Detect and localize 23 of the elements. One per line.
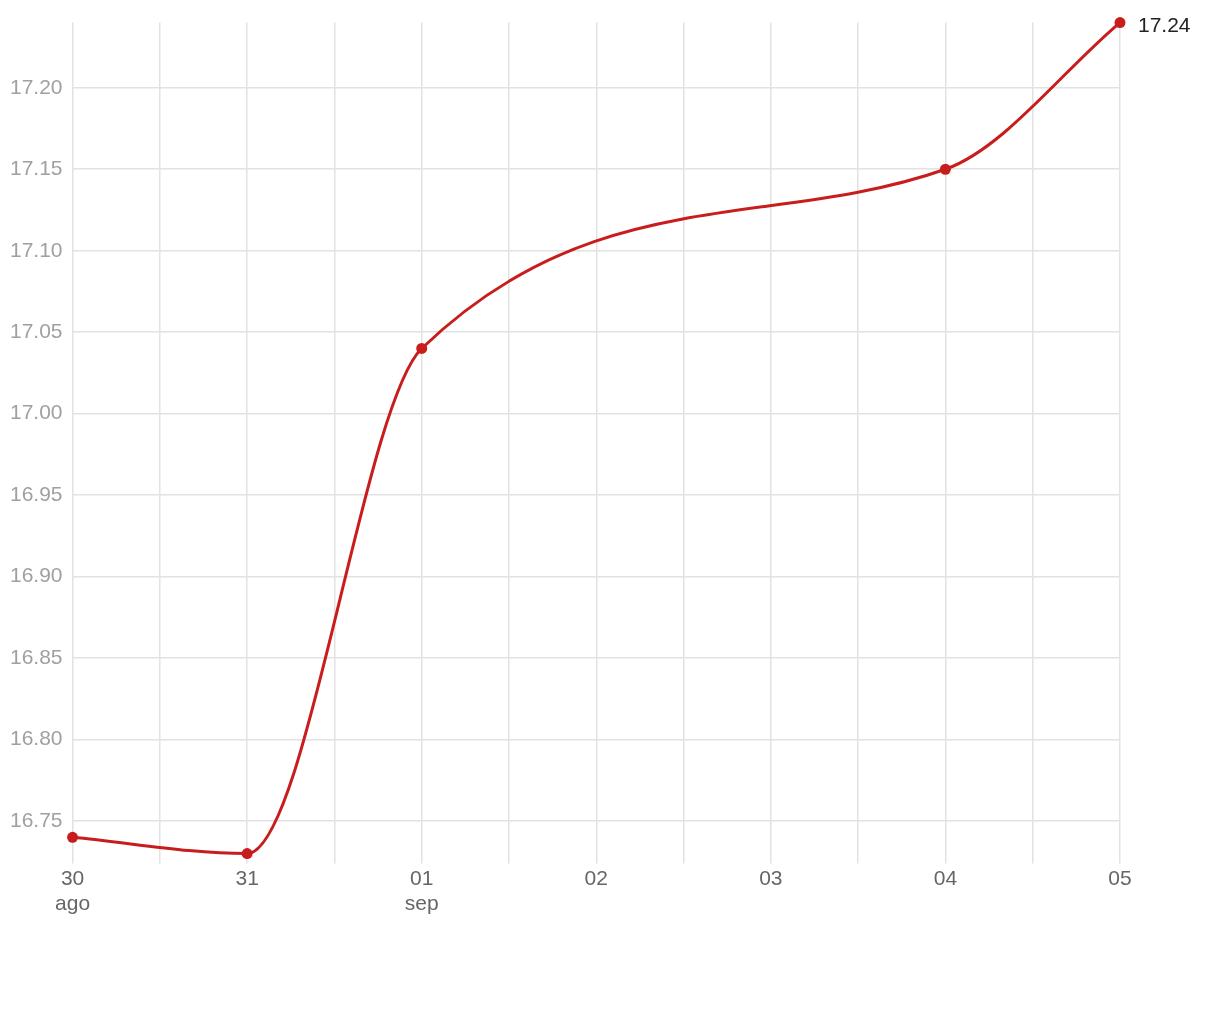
x-tick-label: 04 (933, 866, 958, 889)
x-tick-label: 03 (759, 866, 783, 889)
y-tick-label: 17.00 (9, 400, 63, 424)
data-label: 17.24 (1138, 13, 1191, 37)
point (67, 831, 79, 843)
y-tick-label: 16.90 (9, 563, 63, 587)
y-tick-label: 17.20 (9, 74, 63, 98)
x-tick-label: 01 sep (404, 866, 439, 915)
point (1114, 17, 1126, 29)
point (241, 848, 253, 860)
y-tick-label: 16.95 (9, 481, 63, 505)
x-tick-label: 02 (584, 866, 608, 889)
x-tick-label: 31 (235, 866, 259, 889)
y-tick-label: 16.80 (9, 726, 63, 750)
y-tick-label: 16.85 (9, 644, 63, 668)
point (416, 342, 428, 354)
x-tick-label: 05 (1108, 866, 1132, 889)
y-tick-label: 17.05 (9, 318, 63, 342)
y-tick-label: 16.75 (9, 807, 63, 831)
x-tick-label: 30 ago (55, 866, 91, 915)
point (939, 163, 951, 175)
y-tick-label: 17.10 (9, 237, 63, 261)
y-tick-label: 17.15 (9, 156, 63, 180)
